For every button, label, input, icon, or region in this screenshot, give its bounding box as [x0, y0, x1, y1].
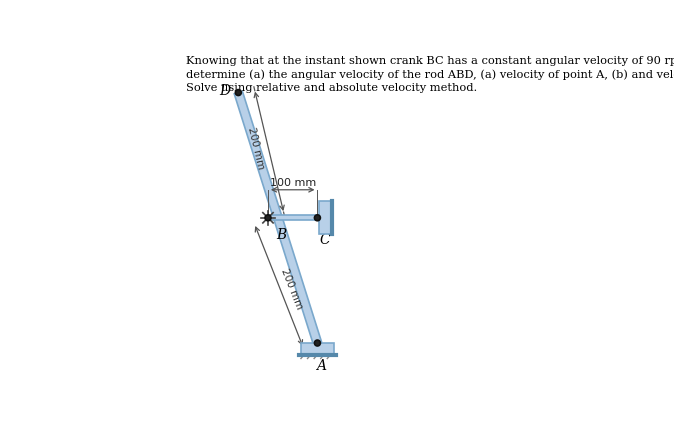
Circle shape — [315, 215, 320, 221]
Bar — [319, 201, 332, 234]
Polygon shape — [268, 215, 317, 220]
Text: C: C — [319, 233, 330, 247]
Circle shape — [265, 215, 271, 221]
Text: A: A — [315, 360, 326, 374]
Text: 200 mm: 200 mm — [246, 126, 266, 170]
Circle shape — [315, 340, 320, 346]
Text: 100 mm: 100 mm — [270, 178, 316, 187]
Text: 200 mm: 200 mm — [280, 267, 305, 311]
Text: D: D — [219, 84, 230, 98]
Circle shape — [235, 89, 241, 95]
Text: B: B — [276, 228, 286, 242]
Bar — [301, 343, 334, 354]
Text: Knowing that at the instant shown crank BC has a constant angular velocity of 90: Knowing that at the instant shown crank … — [185, 56, 674, 93]
Polygon shape — [235, 91, 321, 344]
